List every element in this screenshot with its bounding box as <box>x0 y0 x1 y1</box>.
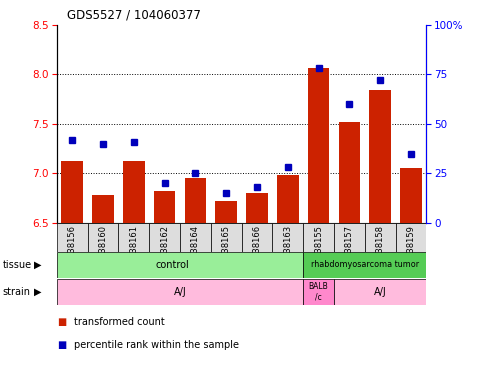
Bar <box>334 279 426 305</box>
Text: ▶: ▶ <box>34 260 41 270</box>
Text: GSM738159: GSM738159 <box>407 225 416 276</box>
Text: GSM738158: GSM738158 <box>376 225 385 276</box>
Text: strain: strain <box>2 287 31 297</box>
Bar <box>215 201 237 223</box>
Bar <box>395 223 426 252</box>
Bar <box>303 252 426 278</box>
Bar <box>154 191 176 223</box>
Bar <box>57 279 303 305</box>
Bar <box>88 223 118 252</box>
Bar <box>277 175 299 223</box>
Bar <box>149 223 180 252</box>
Bar <box>242 223 272 252</box>
Text: GSM738163: GSM738163 <box>283 225 292 276</box>
Text: GSM738157: GSM738157 <box>345 225 354 276</box>
Bar <box>61 161 83 223</box>
Bar <box>118 223 149 252</box>
Bar <box>57 223 88 252</box>
Text: GSM738156: GSM738156 <box>68 225 76 276</box>
Bar <box>303 223 334 252</box>
Bar <box>400 168 422 223</box>
Bar <box>339 122 360 223</box>
Bar <box>180 223 211 252</box>
Text: GSM738162: GSM738162 <box>160 225 169 276</box>
Bar <box>303 279 334 305</box>
Text: control: control <box>155 260 189 270</box>
Text: ■: ■ <box>57 340 66 350</box>
Text: BALB
/c: BALB /c <box>309 282 328 301</box>
Text: GDS5527 / 104060377: GDS5527 / 104060377 <box>67 8 201 21</box>
Text: A/J: A/J <box>374 287 387 297</box>
Text: GSM738164: GSM738164 <box>191 225 200 276</box>
Bar <box>123 161 144 223</box>
Text: ▶: ▶ <box>34 287 41 297</box>
Text: GSM738165: GSM738165 <box>222 225 231 276</box>
Bar <box>334 223 365 252</box>
Bar <box>365 223 395 252</box>
Bar <box>92 195 114 223</box>
Text: A/J: A/J <box>174 287 186 297</box>
Text: GSM738160: GSM738160 <box>99 225 107 276</box>
Text: percentile rank within the sample: percentile rank within the sample <box>74 340 239 350</box>
Text: GSM738166: GSM738166 <box>252 225 261 276</box>
Bar <box>211 223 242 252</box>
Text: transformed count: transformed count <box>74 317 165 327</box>
Text: GSM738161: GSM738161 <box>129 225 138 276</box>
Text: GSM738155: GSM738155 <box>314 225 323 276</box>
Text: rhabdomyosarcoma tumor: rhabdomyosarcoma tumor <box>311 260 419 270</box>
Bar <box>246 193 268 223</box>
Text: ■: ■ <box>57 317 66 327</box>
Bar <box>369 90 391 223</box>
Bar <box>184 178 206 223</box>
Bar <box>57 252 303 278</box>
Text: tissue: tissue <box>2 260 32 270</box>
Bar <box>308 68 329 223</box>
Bar <box>272 223 303 252</box>
